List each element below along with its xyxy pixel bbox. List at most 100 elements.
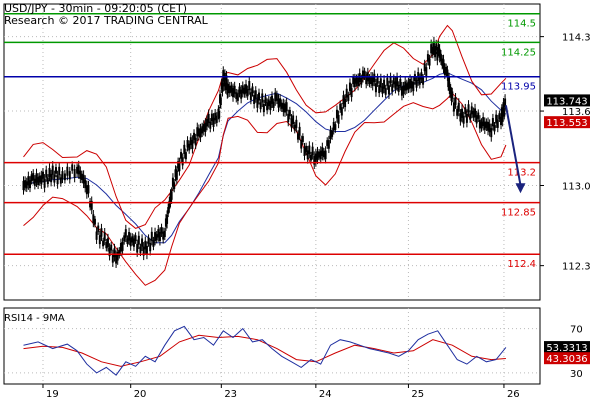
candle-body	[501, 113, 504, 122]
candle-body	[352, 77, 355, 85]
candle-body	[279, 98, 282, 107]
candle-body	[303, 147, 306, 156]
candle-body	[500, 116, 503, 126]
candle-body	[355, 77, 358, 84]
candle-body	[245, 84, 248, 94]
candle-body	[128, 232, 131, 241]
candle-body	[490, 128, 493, 138]
candle-body	[383, 79, 386, 89]
candle-body	[126, 238, 129, 244]
candle-body	[27, 176, 30, 186]
candle-body	[177, 161, 180, 169]
candle-body	[105, 242, 108, 249]
candle-body	[488, 123, 491, 133]
candle-body	[71, 164, 74, 171]
rsi-line	[23, 325, 507, 376]
candle-body	[199, 128, 202, 138]
candle-body	[335, 109, 338, 119]
candle-body	[456, 108, 459, 116]
candle-body	[28, 180, 31, 189]
candle-body	[430, 44, 433, 54]
candle-body	[321, 147, 324, 156]
candle-body	[22, 180, 25, 191]
candle-body	[292, 115, 295, 125]
candle-body	[48, 167, 51, 177]
candle-body	[264, 96, 267, 103]
candle-body	[58, 166, 61, 176]
candle-body	[271, 95, 273, 104]
candle-body	[357, 77, 360, 87]
candle-body	[407, 81, 410, 90]
candle-body	[164, 218, 167, 227]
candle-body	[502, 102, 505, 111]
candle-body	[206, 118, 209, 127]
level-label: 113.2	[507, 168, 536, 179]
candle-body	[80, 173, 83, 180]
candle-body	[225, 75, 228, 85]
candle-body	[191, 139, 194, 149]
price-tag-label: 113.553	[546, 118, 587, 129]
candle-body	[251, 86, 254, 94]
candle-body	[30, 174, 33, 182]
candle-body	[472, 110, 475, 118]
candle-body	[262, 103, 265, 113]
rsi-tag-box	[544, 341, 590, 354]
candle-body	[240, 89, 243, 99]
candle-body	[425, 67, 428, 77]
candle-body	[275, 94, 278, 101]
candle-body	[147, 237, 150, 244]
candle-body	[33, 178, 36, 186]
candle-body	[222, 70, 225, 78]
candle-body	[106, 238, 109, 248]
candle-body	[82, 174, 85, 184]
candle-body	[108, 247, 111, 257]
candle-body	[219, 97, 222, 105]
candle-body	[79, 170, 82, 179]
candle-body	[243, 87, 246, 95]
candle-body	[485, 121, 488, 128]
candle-body	[41, 171, 44, 179]
rsi-tag-box	[544, 352, 590, 365]
candle-body	[412, 81, 415, 92]
candle-body	[339, 103, 342, 110]
candle-body	[381, 86, 384, 94]
candle-body	[316, 151, 319, 160]
candle-body	[87, 185, 90, 194]
candle-body	[84, 179, 87, 189]
x-tick-label: 26	[507, 389, 520, 400]
candle-body	[236, 93, 239, 101]
x-tick-label: 23	[224, 389, 237, 400]
candle-body	[100, 228, 103, 237]
level-label: 114.25	[501, 47, 536, 58]
candle-body	[110, 244, 113, 251]
candle-body	[324, 150, 327, 160]
candle-body	[160, 227, 163, 234]
rsi-panel-frame	[3, 307, 541, 385]
candle-body	[183, 144, 186, 154]
candle-body	[68, 171, 71, 180]
candle-body	[150, 231, 153, 241]
candle-body	[235, 92, 238, 100]
candle-body	[209, 121, 212, 129]
candle-body	[313, 155, 316, 165]
candle-body	[443, 67, 446, 75]
candle-body	[409, 78, 412, 89]
candle-body	[477, 112, 480, 119]
candle-body	[210, 113, 213, 122]
candle-body	[368, 77, 371, 85]
x-tick-label: 24	[319, 389, 332, 400]
price-tag-label: 113.743	[546, 96, 587, 107]
candle-body	[426, 54, 429, 62]
candle-body	[454, 96, 457, 105]
candle-body	[249, 92, 252, 101]
candle-body	[340, 107, 343, 116]
candle-body	[353, 78, 356, 88]
candle-body	[169, 193, 172, 203]
candle-body	[457, 102, 460, 112]
candle-body	[123, 235, 126, 242]
rsi-ma-line	[23, 334, 506, 367]
candle-body	[115, 254, 118, 264]
candle-body	[196, 127, 199, 137]
candle-body	[37, 177, 40, 186]
candle-body	[241, 85, 244, 94]
